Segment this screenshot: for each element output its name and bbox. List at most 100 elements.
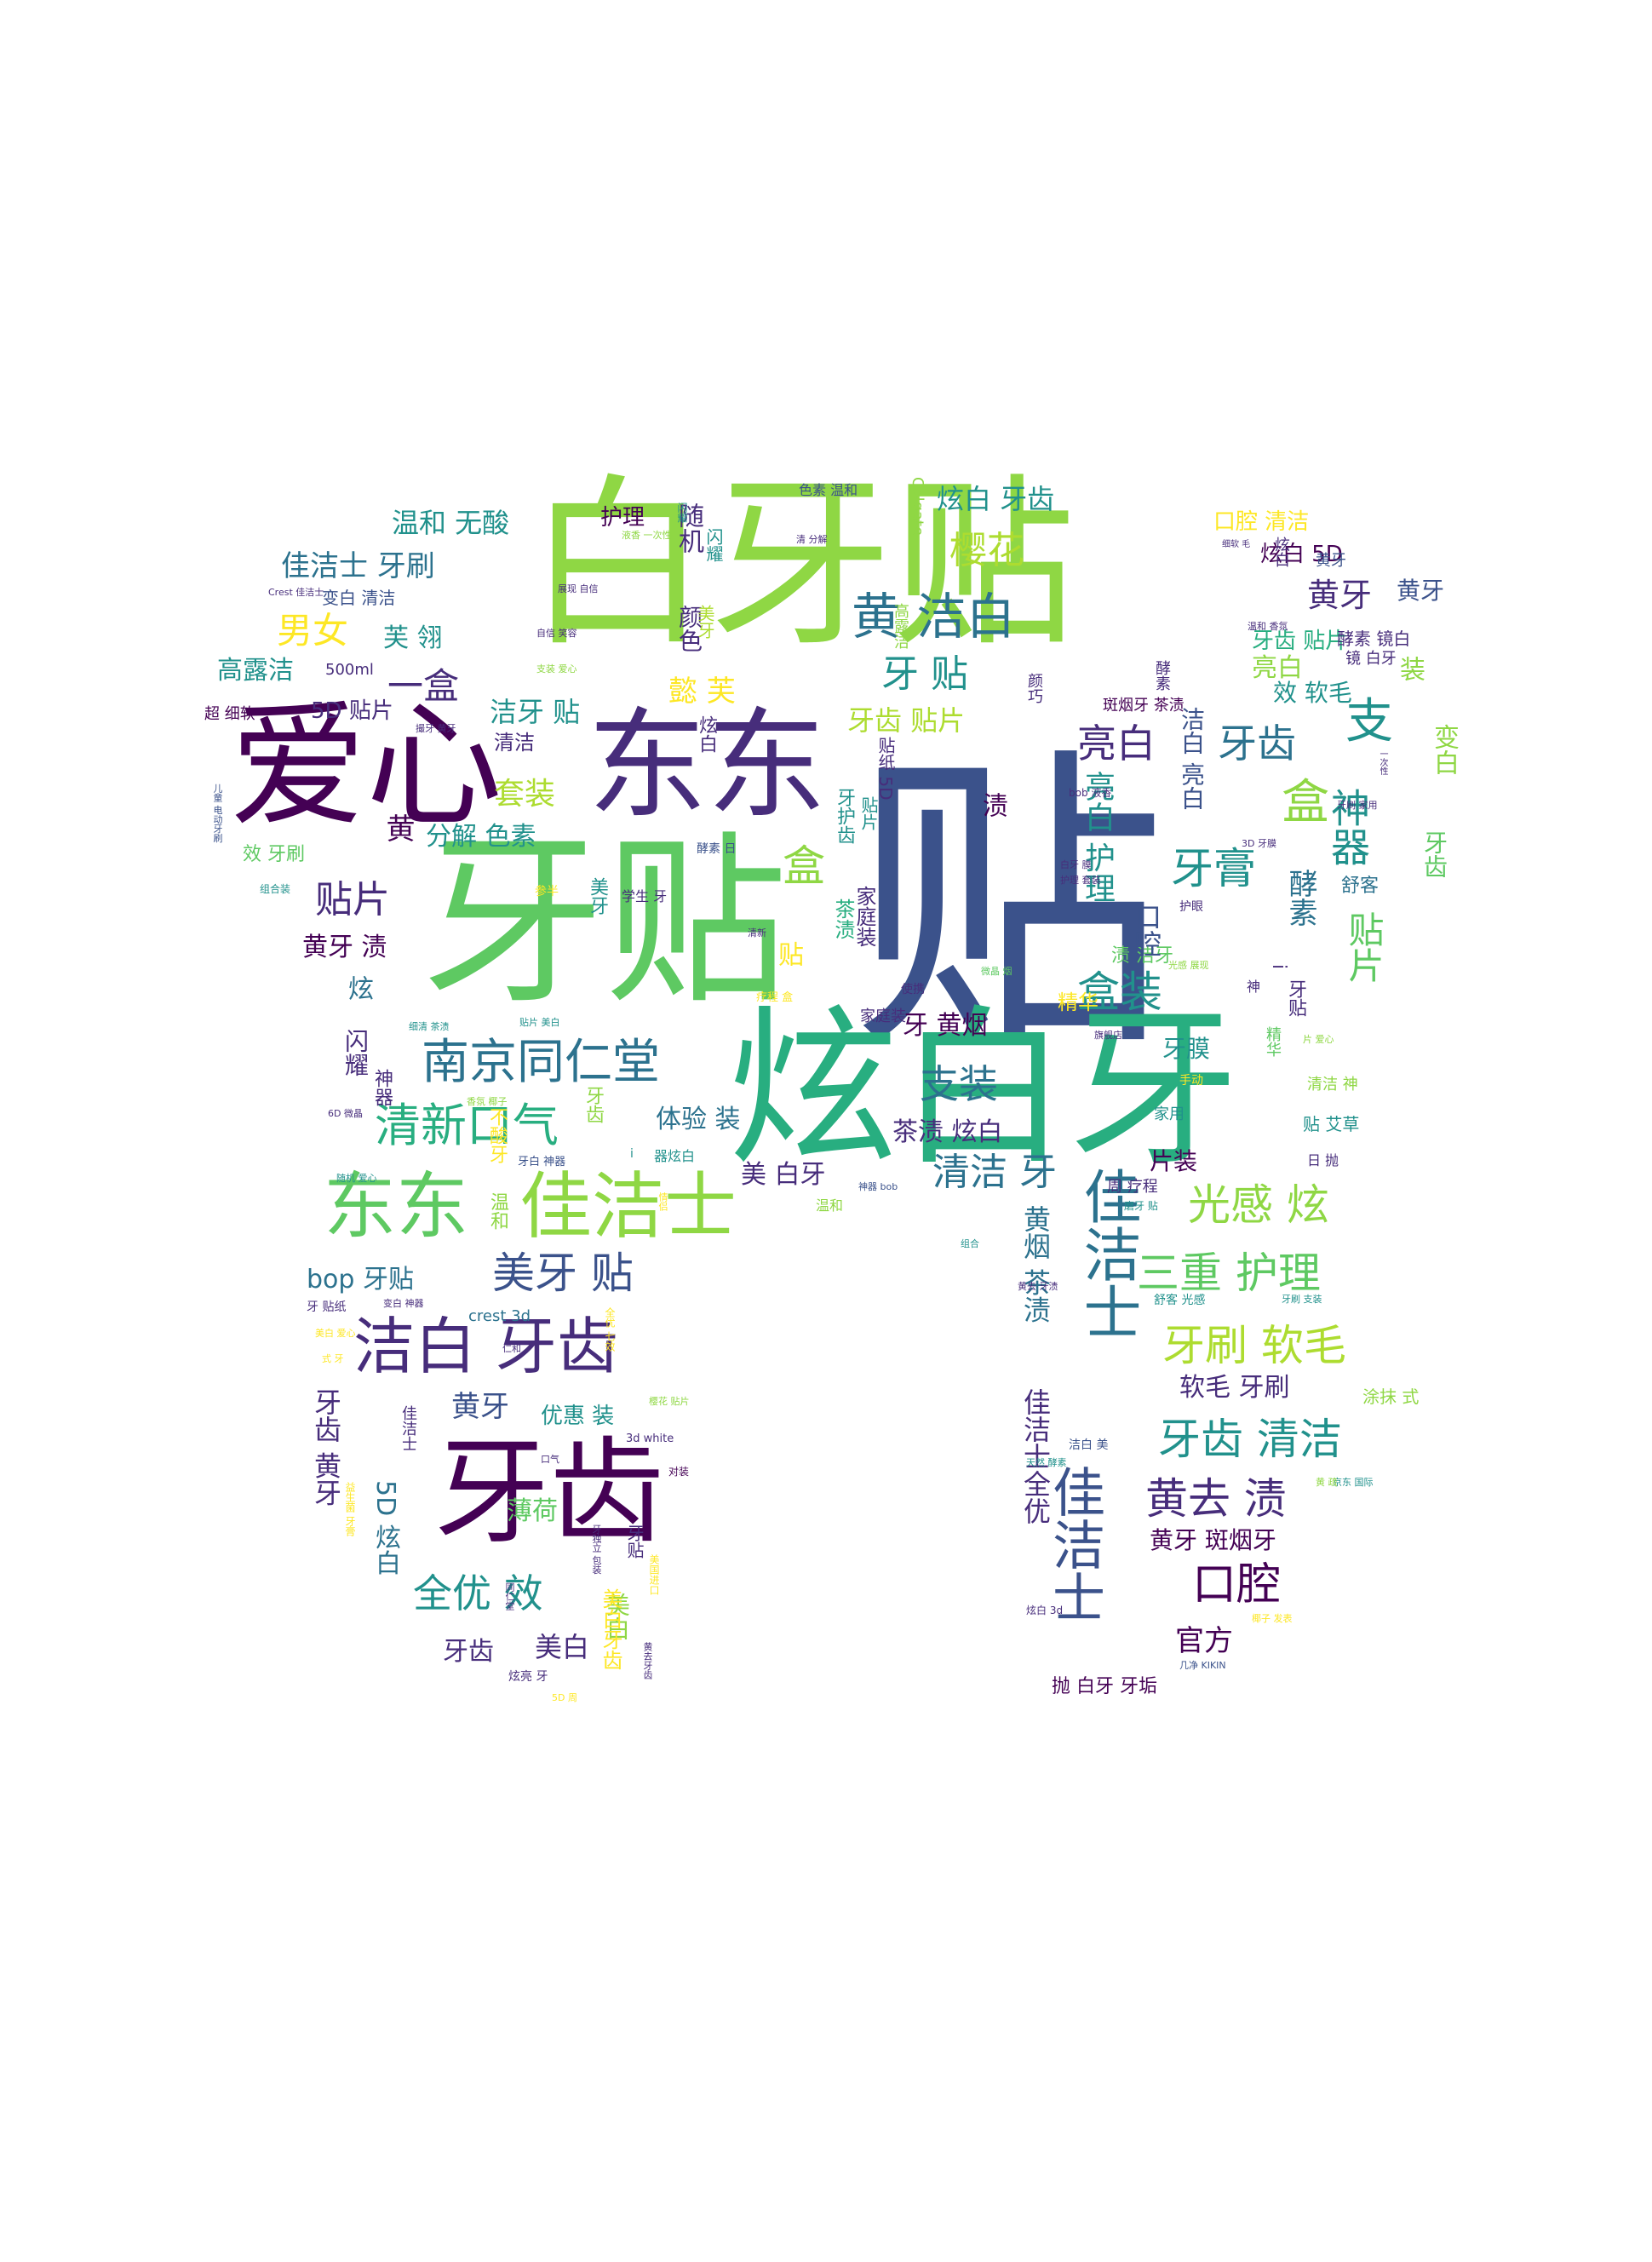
word: 家庭装	[852, 886, 876, 947]
word: 薄荷	[507, 1496, 558, 1526]
word: 贴片	[1343, 911, 1385, 983]
word: crest 3d	[468, 1307, 531, 1325]
word: 口腔	[1130, 903, 1162, 957]
word: 斑烟牙 茶渍	[1103, 697, 1185, 715]
word: 牙齿	[1218, 721, 1296, 766]
word: 黄 疏	[1316, 1477, 1338, 1488]
word: 5D 周	[552, 1692, 577, 1703]
word: 樱花	[949, 529, 1024, 572]
word: 官方	[1175, 1624, 1233, 1658]
word: 炫白牙	[728, 990, 1240, 1189]
word: 高露洁	[217, 656, 294, 686]
word: 口腔 清洁	[1213, 509, 1310, 535]
word: 牙护齿	[834, 788, 855, 844]
word: 牙刷 家用	[1337, 800, 1378, 811]
word: 爱心	[230, 686, 503, 846]
word: 清洁 牙	[932, 1151, 1057, 1194]
word: 磨牙 贴	[1124, 1200, 1158, 1212]
word: 炫白 3d	[1026, 1605, 1064, 1616]
word: 儿童 电动牙刷	[212, 784, 223, 843]
word: 温和 香氛	[1248, 621, 1288, 632]
word: 光感 炫	[1188, 1180, 1329, 1230]
word: 闪耀	[703, 528, 724, 562]
word: 清新口气	[375, 1099, 559, 1152]
word: 效 软毛	[1273, 679, 1352, 707]
word: 佳洁士	[1043, 1465, 1105, 1623]
word: 一次性	[1378, 749, 1387, 775]
word: 牙齿	[443, 1637, 494, 1667]
word: 牙独立 包装	[591, 1524, 602, 1575]
word: 旗舰店	[1094, 1030, 1122, 1041]
word: 变白	[1429, 724, 1459, 775]
word: 护眼	[1179, 900, 1203, 914]
word: 自信 笑容	[536, 628, 577, 639]
word: 白牙 膜	[1060, 859, 1092, 870]
word: 美牙 贴	[492, 1249, 634, 1298]
word: 片装	[1150, 1147, 1198, 1175]
word: 全优 效	[413, 1570, 543, 1616]
word: 精华	[1058, 990, 1098, 1014]
word: Crest 佳洁士	[268, 587, 324, 598]
word: 黄牙	[1316, 552, 1346, 570]
word: 美牙	[587, 877, 608, 915]
word: 清洁 神	[1307, 1076, 1358, 1094]
word: 炫亮 牙	[508, 1670, 548, 1684]
word: 牙刷 支装	[1282, 1294, 1322, 1305]
word: 体验 装	[656, 1105, 741, 1134]
word: 光感 展现	[1168, 960, 1209, 971]
word: 天然 酵素	[1026, 1457, 1067, 1468]
word: i	[1268, 964, 1289, 970]
word: 细软 毛	[1222, 540, 1251, 549]
word: 神器	[371, 1069, 393, 1106]
word: 清 分解	[796, 534, 828, 545]
word: 炫白 牙齿	[937, 483, 1055, 515]
word: 洁白 牙齿	[353, 1311, 618, 1382]
word: 黄去 渍	[1145, 1474, 1287, 1524]
word: 牙齿 黄牙	[310, 1388, 342, 1507]
word: 牙齿	[1420, 830, 1448, 878]
word: 神器 bob	[858, 1181, 898, 1192]
word: 口腔	[1192, 1559, 1282, 1610]
word: 佳洁士 牙刷	[281, 549, 435, 583]
word: 益生菌 牙膏	[344, 1482, 356, 1536]
word: 洁白 亮白	[1178, 707, 1206, 810]
word: 茶渍	[831, 898, 855, 939]
word: 牙齿 贴片	[1252, 629, 1348, 654]
word: 盒	[1282, 775, 1329, 830]
word: 镜 白牙	[1345, 650, 1397, 668]
word: 支装 爱心	[536, 663, 577, 675]
word: 亮白	[1252, 653, 1303, 683]
word: 椰子 发表	[1252, 1613, 1293, 1624]
word: 清洁	[494, 731, 535, 755]
word: 疗程 盒	[756, 991, 794, 1004]
word: 支	[1345, 694, 1393, 749]
word: 黄烟 茶渍	[1019, 1205, 1052, 1323]
word: 同仁堂	[504, 1582, 515, 1610]
word: 随机 爱心	[336, 1173, 377, 1184]
word: 软毛 牙刷	[1179, 1373, 1290, 1403]
word: 盒	[776, 843, 825, 886]
word: 牙 贴	[881, 652, 968, 696]
word: 涂抹 式	[1362, 1386, 1420, 1407]
word: 套装	[494, 777, 556, 812]
word: 温和	[487, 1192, 508, 1230]
word: 美国进口	[648, 1554, 660, 1595]
word: 清新	[748, 927, 766, 939]
word: 渍	[978, 792, 1007, 818]
word: 6D 微晶	[328, 1108, 363, 1119]
word: 洁牙 贴	[490, 696, 581, 728]
word: 南京同仁堂	[422, 1035, 660, 1090]
word: 东东	[324, 1165, 469, 1249]
word: 片 爱心	[1303, 1034, 1334, 1045]
word: 懿 芙	[668, 675, 736, 709]
word: 优惠 装	[541, 1404, 615, 1429]
word: 黄牙	[1397, 577, 1445, 605]
word: 神器	[1325, 788, 1371, 866]
word: 高露洁	[892, 603, 909, 649]
word: 黄 洁白	[852, 588, 1016, 646]
word: 效 牙刷	[243, 844, 305, 865]
word: 温和	[816, 1197, 844, 1214]
word: 盒装	[1077, 967, 1162, 1017]
word: 颜色	[675, 605, 703, 652]
word: 牙贴	[624, 1524, 645, 1559]
